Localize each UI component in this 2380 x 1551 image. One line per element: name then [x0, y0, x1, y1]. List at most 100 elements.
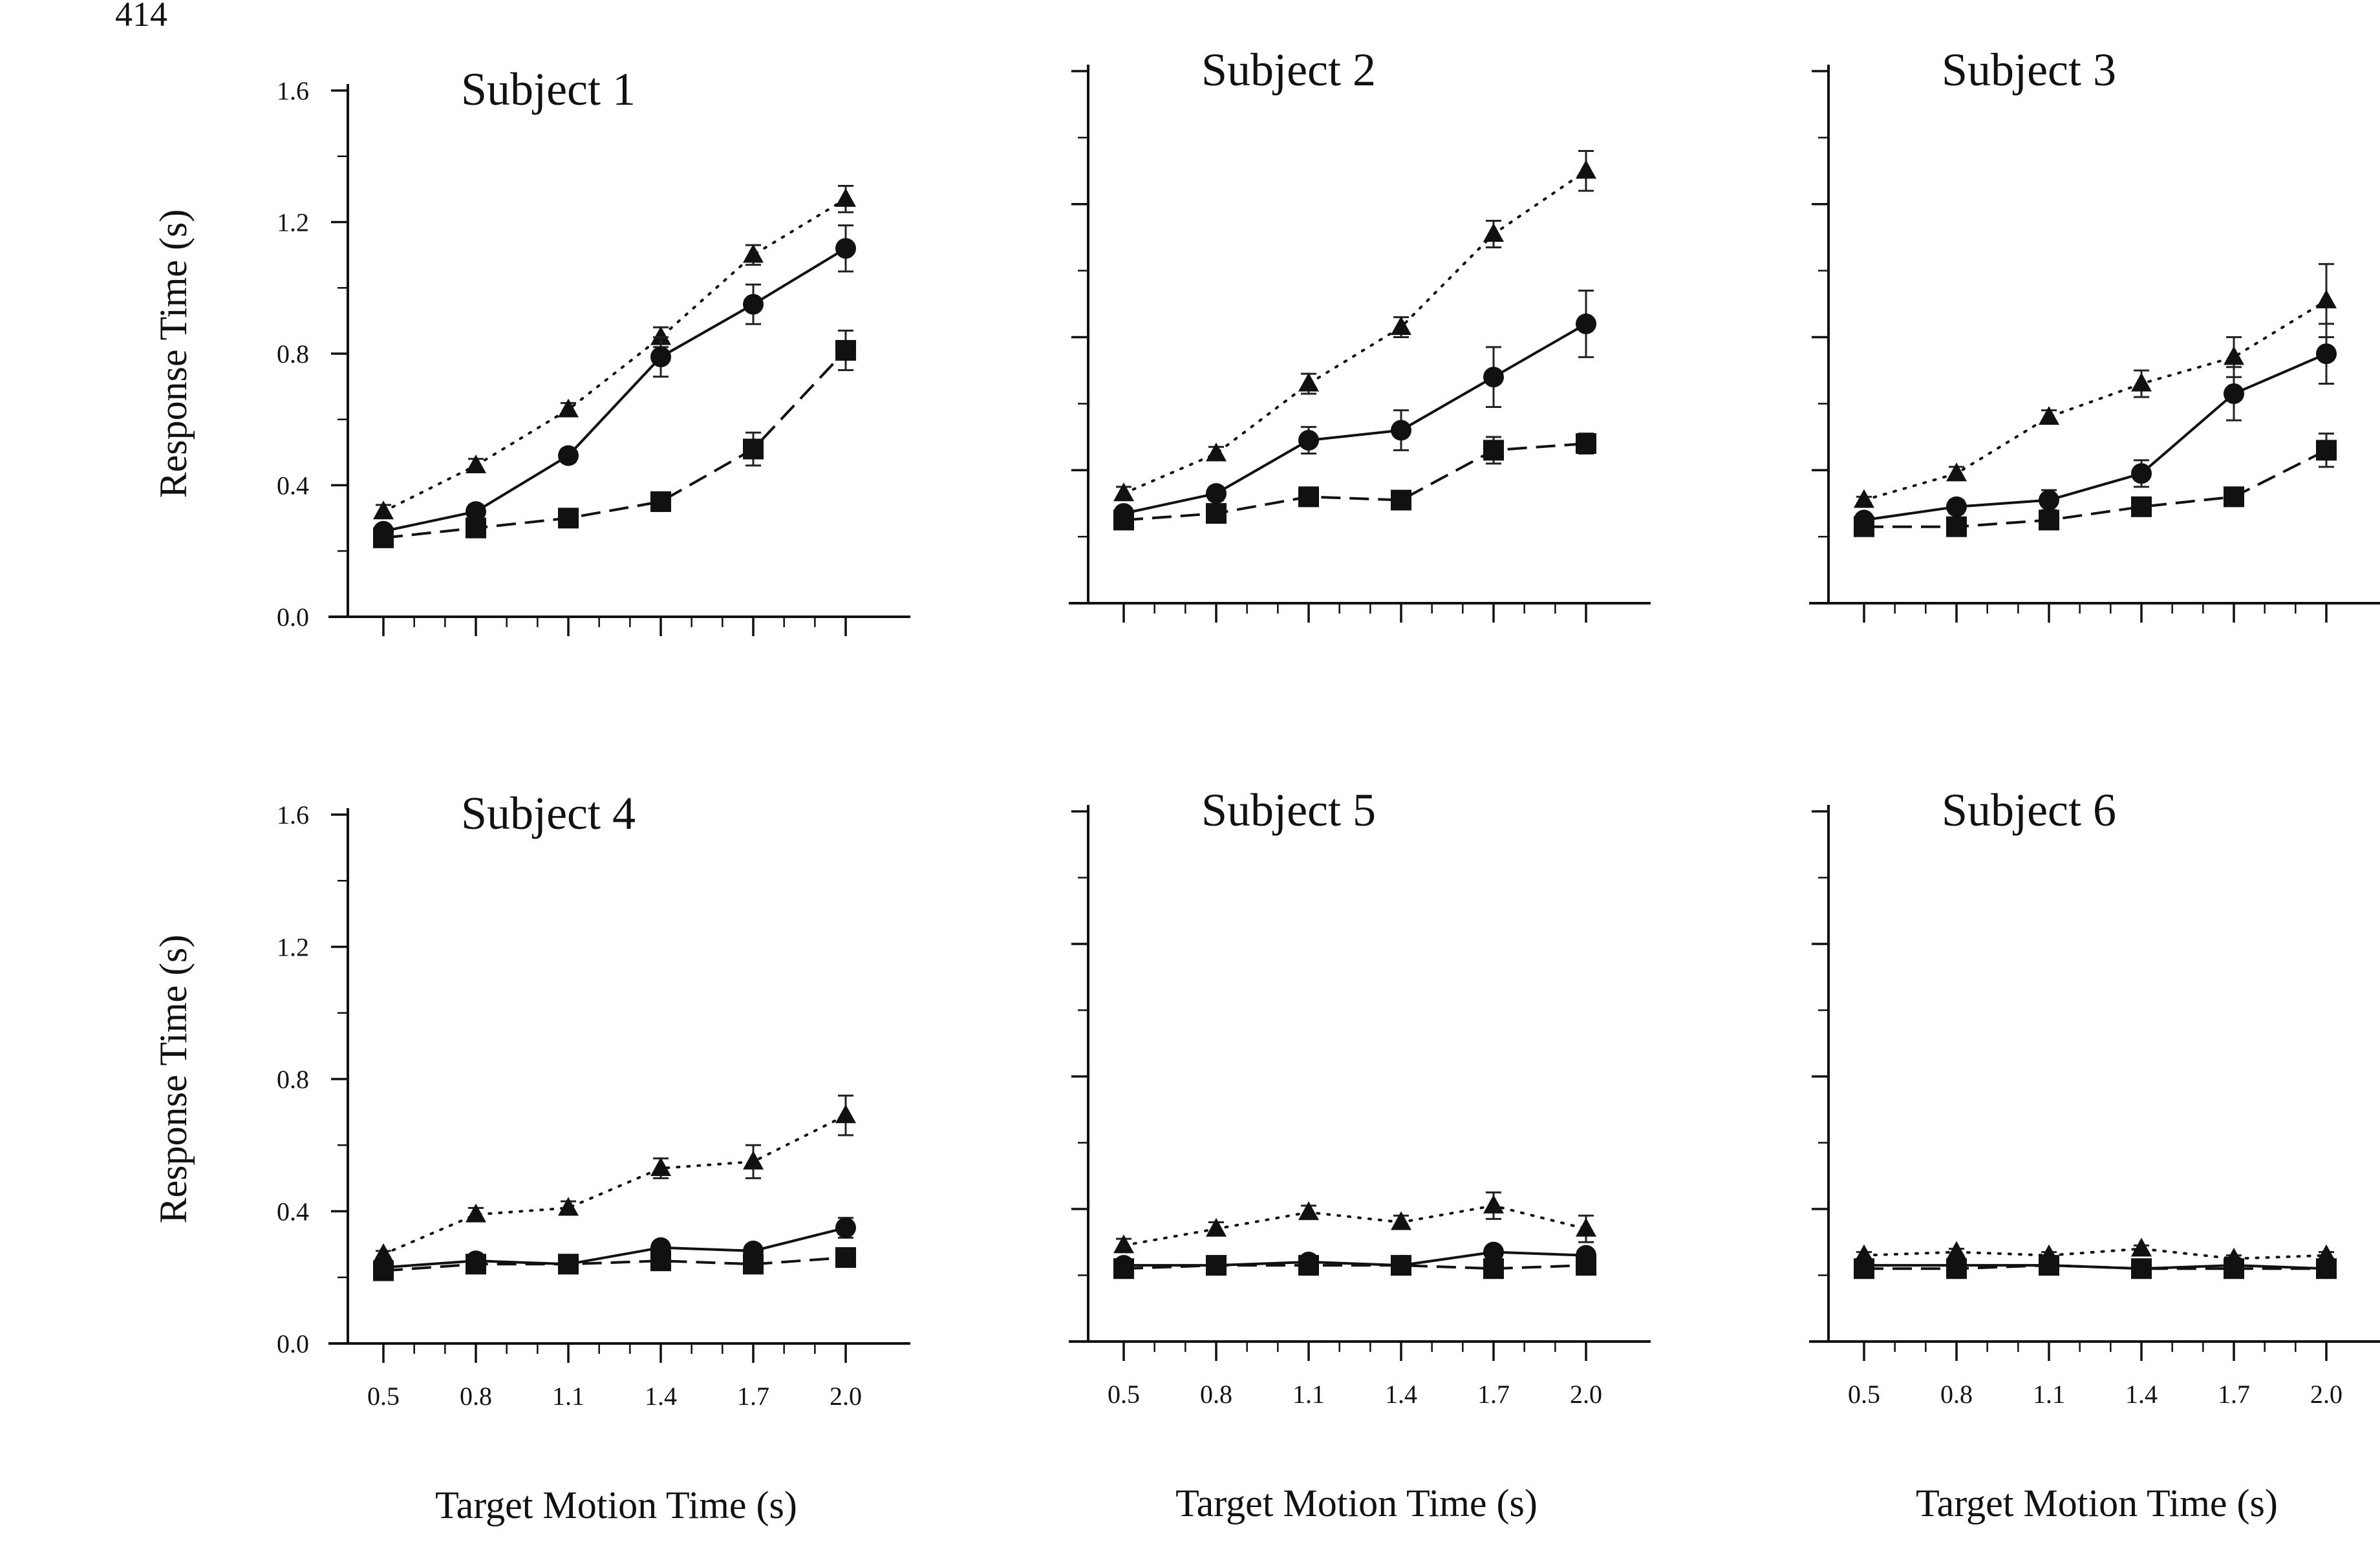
data-point-square — [1206, 503, 1227, 524]
series-circle — [1113, 1241, 1596, 1276]
x-tick-label: 2.0 — [1570, 1380, 1602, 1409]
panel-title: Subject 6 — [1942, 784, 2116, 836]
data-point-circle — [466, 501, 486, 522]
data-point-triangle — [1206, 1217, 1227, 1237]
y-tick-label: 1.6 — [277, 76, 309, 105]
data-point-circle — [835, 238, 856, 259]
data-point-square — [466, 1254, 486, 1275]
series-line — [1122, 1204, 1587, 1247]
data-point-square — [1298, 486, 1319, 508]
data-point-circle — [650, 347, 671, 368]
data-point-triangle — [1946, 1241, 1967, 1260]
x-tick-label: 1.7 — [737, 1382, 769, 1411]
series-line — [383, 349, 847, 539]
x-axis-title: Target Motion Time (s) — [1175, 1482, 1538, 1524]
x-tick-label: 1.1 — [552, 1382, 584, 1411]
data-point-triangle — [466, 454, 486, 473]
data-point-triangle — [466, 1203, 486, 1223]
x-tick-label: 2.0 — [2310, 1380, 2342, 1409]
y-tick-label: 0.0 — [277, 1329, 309, 1358]
series-line — [1864, 449, 2327, 528]
x-tick-label: 0.8 — [1940, 1380, 1973, 1409]
series-line — [1863, 299, 2328, 502]
x-axis-title: Target Motion Time (s) — [1916, 1482, 2278, 1524]
data-point-circle — [2224, 383, 2244, 404]
series-triangle — [373, 185, 856, 520]
series-square — [1113, 433, 1596, 531]
data-point-square — [2224, 486, 2244, 508]
x-tick-label: 1.4 — [1385, 1380, 1417, 1409]
data-point-circle — [1483, 1241, 1504, 1263]
panel-subject-6: 0.5 0.8 1.1 1.4 1.7 2.0 Target Motion Time (s)… — [1809, 784, 2380, 1524]
data-point-triangle — [373, 1243, 394, 1262]
data-point-square — [373, 1260, 394, 1281]
data-point-triangle — [373, 500, 394, 520]
data-point-square — [835, 1247, 856, 1268]
y-tick-label: 0.4 — [277, 1197, 309, 1226]
series-line — [1863, 1247, 2328, 1260]
data-point-triangle — [558, 1197, 579, 1216]
data-point-square — [2224, 1258, 2244, 1279]
data-point-triangle — [743, 1150, 764, 1170]
series-square — [1854, 433, 2337, 537]
series-line — [1123, 1264, 1587, 1270]
series-square — [373, 329, 856, 548]
panel-title: Subject 3 — [1942, 44, 2116, 96]
series-line — [383, 1226, 846, 1269]
data-point-circle — [743, 294, 764, 315]
series-line — [383, 1256, 846, 1272]
data-point-triangle — [1298, 1201, 1319, 1221]
data-point-square — [1946, 516, 1967, 537]
x-tick-label: 2.0 — [830, 1382, 862, 1411]
series-line — [1124, 1250, 1587, 1267]
panel-subject-4: 0.0 0.4 0.8 1.2 1.6 Response Time (s) 0.5 0.8 1.… — [152, 787, 910, 1526]
x-tick-label: 1.7 — [1477, 1380, 1510, 1409]
data-point-square — [1206, 1255, 1227, 1276]
data-point-square — [1298, 1255, 1319, 1276]
y-tick-label: 1.6 — [277, 800, 309, 829]
data-point-square — [1113, 509, 1134, 531]
series-triangle — [373, 1095, 856, 1262]
data-point-triangle — [743, 244, 764, 263]
y-axis-title: Response Time (s) — [152, 209, 195, 498]
y-tick-label: 0.4 — [277, 471, 309, 500]
x-tick-label: 0.5 — [1108, 1380, 1140, 1409]
data-point-circle — [1391, 420, 1411, 441]
series-circle — [373, 1217, 856, 1278]
data-point-circle — [2131, 463, 2152, 484]
data-point-triangle — [2131, 1237, 2152, 1257]
data-point-triangle — [2224, 346, 2244, 365]
data-point-square — [558, 508, 579, 529]
series-line — [1122, 169, 1587, 495]
series-triangle — [1113, 149, 1596, 502]
data-point-triangle — [2131, 372, 2152, 392]
data-point-triangle — [1113, 1234, 1134, 1254]
panel-subject-1: 0.0 0.4 0.8 1.2 1.6 Response Time (s) Subject … — [152, 63, 910, 636]
x-tick-label: 0.8 — [460, 1382, 492, 1411]
data-point-triangle — [1391, 316, 1411, 336]
panel-subject-3: Subject 3 — [1809, 44, 2380, 623]
series-line — [1123, 442, 1587, 522]
y-tick-label: 0.8 — [277, 1065, 309, 1094]
series-line — [1863, 352, 2327, 522]
panel-title: Subject 2 — [1201, 44, 1376, 96]
x-tick-label: 1.4 — [645, 1382, 677, 1411]
data-point-triangle — [1854, 489, 1874, 508]
data-point-square — [2131, 496, 2152, 517]
x-axis-title: Target Motion Time (s) — [435, 1484, 797, 1526]
data-point-circle — [835, 1217, 856, 1239]
data-point-square — [2039, 509, 2059, 531]
data-point-square — [1391, 1255, 1411, 1276]
series-line — [1864, 1264, 2326, 1270]
series-line — [1123, 323, 1587, 515]
data-point-square — [2039, 1255, 2059, 1276]
data-point-square — [650, 1250, 671, 1272]
y-tick-label: 1.2 — [277, 933, 309, 962]
series-triangle — [1854, 1237, 2337, 1267]
page-number: 414 — [115, 0, 167, 34]
data-point-triangle — [1113, 482, 1134, 502]
data-point-square — [1576, 1255, 1596, 1276]
data-point-triangle — [2039, 405, 2059, 425]
data-point-square — [558, 1254, 579, 1275]
